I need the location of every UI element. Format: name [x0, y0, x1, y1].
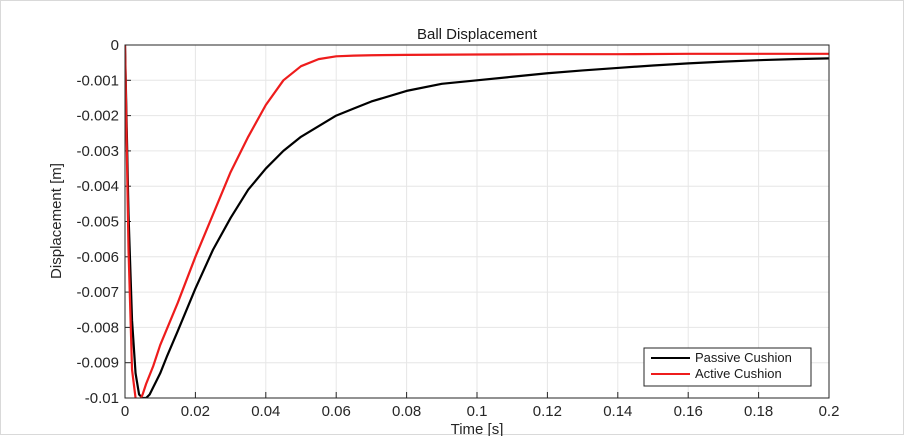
series-line-active-cushion [125, 45, 829, 398]
x-tick-label: 0.06 [322, 403, 351, 420]
grid [124, 44, 830, 399]
y-axis-title: Displacement [m] [48, 163, 65, 279]
series-group [125, 45, 829, 398]
y-tick-label: -0.005 [76, 214, 119, 231]
x-tick-label: 0.2 [819, 403, 840, 420]
y-tick-label: -0.004 [76, 178, 119, 195]
chart-title: Ball Displacement [417, 26, 538, 43]
x-axis-title: Time [s] [451, 421, 504, 436]
series-line-passive-cushion [125, 45, 829, 398]
legend-box [643, 347, 812, 387]
x-tick-label: 0.16 [674, 403, 703, 420]
y-tick-label: -0.01 [85, 390, 119, 407]
y-tick-label: -0.009 [76, 355, 119, 372]
y-tick-label: -0.003 [76, 143, 119, 160]
legend: Passive Cushion Active Cushion [643, 347, 812, 387]
x-tick-label: 0.18 [744, 403, 773, 420]
y-tick-label: -0.001 [76, 72, 119, 89]
legend-label-active: Active Cushion [695, 366, 782, 381]
y-tick-label: -0.007 [76, 284, 119, 301]
x-tick-label: 0.1 [467, 403, 488, 420]
plot-border [124, 44, 830, 399]
x-tick-label: 0 [121, 403, 129, 420]
y-tick-label: -0.002 [76, 108, 119, 125]
x-tick-label: 0.08 [392, 403, 421, 420]
x-tick-label: 0.04 [251, 403, 280, 420]
x-tick-label: 0.14 [603, 403, 632, 420]
legend-label-passive: Passive Cushion [695, 350, 792, 365]
y-tick-label: -0.006 [76, 249, 119, 266]
x-tick-label: 0.02 [181, 403, 210, 420]
x-tick-label: 0.12 [533, 403, 562, 420]
y-tick-labels: 0 -0.001 -0.002 -0.003 -0.004 -0.005 -0.006 -0.… [76, 37, 119, 407]
y-tick-label: -0.008 [76, 319, 119, 336]
x-tick-labels: 0 0.02 0.04 0.06 0.08 0.1 0.12 0.14 0.16 0.18 0.2 [121, 403, 840, 420]
y-tick-label: 0 [111, 37, 119, 54]
